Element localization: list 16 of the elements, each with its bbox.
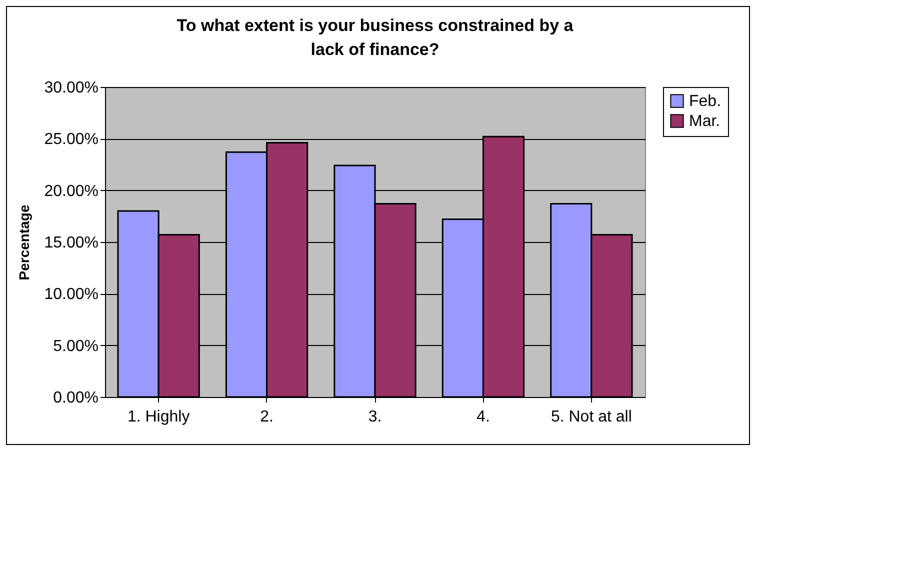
x-tick-label: 2.: [260, 408, 274, 426]
y-tick-label: 10.00%: [44, 286, 98, 304]
y-tick-label: 20.00%: [44, 182, 98, 200]
chart-title: To what extent is your business constrained by a lack of finance?: [176, 16, 574, 59]
x-tick-label: 4.: [476, 408, 490, 426]
legend-label: Feb.: [689, 93, 722, 110]
y-tick-label: 25.00%: [44, 131, 98, 148]
y-tick-label: 5.00%: [53, 338, 98, 355]
y-axis-title: Percentage: [16, 204, 32, 280]
x-tick-label: 1. Highly: [127, 408, 190, 426]
y-tick-label: 15.00%: [44, 234, 98, 252]
y-tick-label: 0.00%: [53, 390, 98, 406]
x-tick-label: 5. Not at all: [550, 408, 632, 426]
legend-label: Mar.: [689, 113, 720, 130]
x-tick-label: 3.: [368, 408, 382, 426]
y-tick-label: 30.00%: [44, 80, 98, 96]
